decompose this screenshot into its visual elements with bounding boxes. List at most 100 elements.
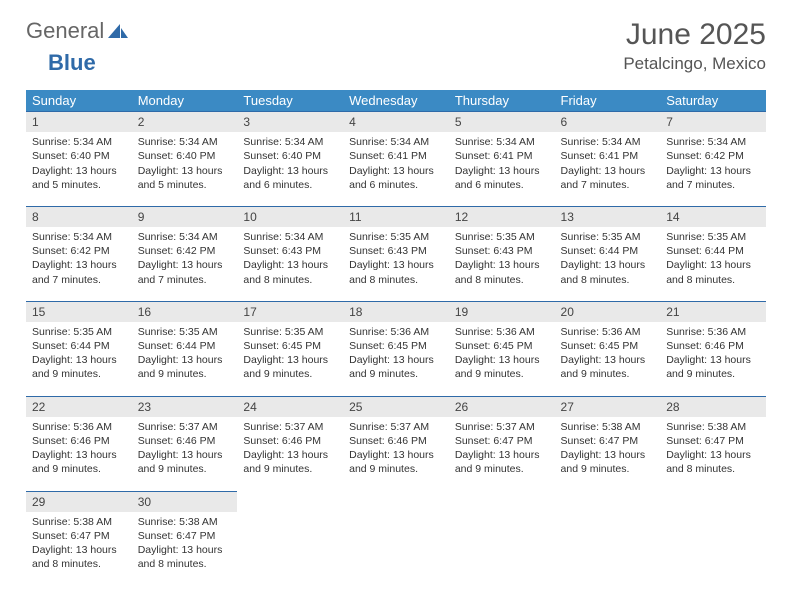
sunrise-text: Sunrise: 5:36 AM bbox=[666, 325, 760, 339]
calendar-day: 28Sunrise: 5:38 AMSunset: 6:47 PMDayligh… bbox=[660, 396, 766, 485]
page: General June 2025 Petalcingo, Mexico Blu… bbox=[0, 0, 792, 597]
sunrise-text: Sunrise: 5:34 AM bbox=[455, 135, 549, 149]
daylight-text: and 6 minutes. bbox=[455, 178, 549, 192]
calendar-day: 21Sunrise: 5:36 AMSunset: 6:46 PMDayligh… bbox=[660, 301, 766, 390]
daylight-text: Daylight: 13 hours bbox=[455, 353, 549, 367]
day-number: 20 bbox=[555, 301, 661, 322]
sunrise-text: Sunrise: 5:35 AM bbox=[561, 230, 655, 244]
day-body: Sunrise: 5:34 AMSunset: 6:43 PMDaylight:… bbox=[237, 227, 343, 295]
sunrise-text: Sunrise: 5:38 AM bbox=[666, 420, 760, 434]
sunrise-text: Sunrise: 5:37 AM bbox=[138, 420, 232, 434]
logo-text-2: Blue bbox=[48, 50, 96, 75]
calendar-day: . bbox=[555, 491, 661, 580]
sunset-text: Sunset: 6:47 PM bbox=[138, 529, 232, 543]
day-number: 12 bbox=[449, 206, 555, 227]
day-body: Sunrise: 5:37 AMSunset: 6:47 PMDaylight:… bbox=[449, 417, 555, 485]
day-number: 16 bbox=[132, 301, 238, 322]
day-body: Sunrise: 5:36 AMSunset: 6:46 PMDaylight:… bbox=[660, 322, 766, 390]
day-body: Sunrise: 5:34 AMSunset: 6:42 PMDaylight:… bbox=[26, 227, 132, 295]
day-number: 18 bbox=[343, 301, 449, 322]
day-body: Sunrise: 5:35 AMSunset: 6:44 PMDaylight:… bbox=[26, 322, 132, 390]
calendar-day: 16Sunrise: 5:35 AMSunset: 6:44 PMDayligh… bbox=[132, 301, 238, 390]
sunset-text: Sunset: 6:41 PM bbox=[561, 149, 655, 163]
daylight-text: and 7 minutes. bbox=[561, 178, 655, 192]
sunrise-text: Sunrise: 5:35 AM bbox=[243, 325, 337, 339]
day-number: 17 bbox=[237, 301, 343, 322]
daylight-text: Daylight: 13 hours bbox=[666, 448, 760, 462]
day-body: Sunrise: 5:37 AMSunset: 6:46 PMDaylight:… bbox=[237, 417, 343, 485]
day-number: 10 bbox=[237, 206, 343, 227]
day-body: Sunrise: 5:34 AMSunset: 6:40 PMDaylight:… bbox=[132, 132, 238, 200]
daylight-text: and 9 minutes. bbox=[561, 462, 655, 476]
daylight-text: Daylight: 13 hours bbox=[349, 448, 443, 462]
daylight-text: Daylight: 13 hours bbox=[561, 448, 655, 462]
calendar-day: 25Sunrise: 5:37 AMSunset: 6:46 PMDayligh… bbox=[343, 396, 449, 485]
sunrise-text: Sunrise: 5:36 AM bbox=[349, 325, 443, 339]
sunrise-text: Sunrise: 5:38 AM bbox=[138, 515, 232, 529]
day-body: Sunrise: 5:37 AMSunset: 6:46 PMDaylight:… bbox=[343, 417, 449, 485]
calendar-day: 9Sunrise: 5:34 AMSunset: 6:42 PMDaylight… bbox=[132, 206, 238, 295]
sunrise-text: Sunrise: 5:34 AM bbox=[243, 230, 337, 244]
day-number: 14 bbox=[660, 206, 766, 227]
daylight-text: Daylight: 13 hours bbox=[138, 543, 232, 557]
day-body: Sunrise: 5:36 AMSunset: 6:46 PMDaylight:… bbox=[26, 417, 132, 485]
day-body: Sunrise: 5:36 AMSunset: 6:45 PMDaylight:… bbox=[555, 322, 661, 390]
sunset-text: Sunset: 6:41 PM bbox=[455, 149, 549, 163]
calendar-day: 2Sunrise: 5:34 AMSunset: 6:40 PMDaylight… bbox=[132, 111, 238, 200]
sunset-text: Sunset: 6:45 PM bbox=[455, 339, 549, 353]
day-number: 1 bbox=[26, 111, 132, 132]
calendar-day: . bbox=[343, 491, 449, 580]
daylight-text: and 9 minutes. bbox=[138, 462, 232, 476]
logo-sail-icon bbox=[108, 18, 128, 44]
calendar-day: . bbox=[660, 491, 766, 580]
sunset-text: Sunset: 6:46 PM bbox=[349, 434, 443, 448]
day-body: Sunrise: 5:35 AMSunset: 6:44 PMDaylight:… bbox=[555, 227, 661, 295]
day-body: Sunrise: 5:35 AMSunset: 6:44 PMDaylight:… bbox=[660, 227, 766, 295]
daylight-text: and 7 minutes. bbox=[666, 178, 760, 192]
daylight-text: Daylight: 13 hours bbox=[32, 258, 126, 272]
calendar-day: 23Sunrise: 5:37 AMSunset: 6:46 PMDayligh… bbox=[132, 396, 238, 485]
daylight-text: Daylight: 13 hours bbox=[349, 258, 443, 272]
sunrise-text: Sunrise: 5:34 AM bbox=[32, 135, 126, 149]
day-number: 28 bbox=[660, 396, 766, 417]
weekday-header: Saturday bbox=[660, 90, 766, 111]
day-number: 13 bbox=[555, 206, 661, 227]
daylight-text: and 9 minutes. bbox=[666, 367, 760, 381]
daylight-text: and 5 minutes. bbox=[32, 178, 126, 192]
sunset-text: Sunset: 6:47 PM bbox=[666, 434, 760, 448]
daylight-text: and 8 minutes. bbox=[666, 462, 760, 476]
day-body: Sunrise: 5:34 AMSunset: 6:40 PMDaylight:… bbox=[237, 132, 343, 200]
calendar-table: Sunday Monday Tuesday Wednesday Thursday… bbox=[26, 90, 766, 579]
calendar-day: 17Sunrise: 5:35 AMSunset: 6:45 PMDayligh… bbox=[237, 301, 343, 390]
sunrise-text: Sunrise: 5:34 AM bbox=[138, 230, 232, 244]
day-number: 15 bbox=[26, 301, 132, 322]
day-number: 6 bbox=[555, 111, 661, 132]
daylight-text: and 8 minutes. bbox=[138, 557, 232, 571]
sunset-text: Sunset: 6:43 PM bbox=[455, 244, 549, 258]
day-body: Sunrise: 5:37 AMSunset: 6:46 PMDaylight:… bbox=[132, 417, 238, 485]
calendar-day: 27Sunrise: 5:38 AMSunset: 6:47 PMDayligh… bbox=[555, 396, 661, 485]
sunset-text: Sunset: 6:46 PM bbox=[666, 339, 760, 353]
sunset-text: Sunset: 6:43 PM bbox=[349, 244, 443, 258]
day-body: Sunrise: 5:38 AMSunset: 6:47 PMDaylight:… bbox=[26, 512, 132, 580]
day-body: Sunrise: 5:36 AMSunset: 6:45 PMDaylight:… bbox=[343, 322, 449, 390]
day-body: Sunrise: 5:34 AMSunset: 6:41 PMDaylight:… bbox=[449, 132, 555, 200]
calendar-day: . bbox=[237, 491, 343, 580]
sunrise-text: Sunrise: 5:34 AM bbox=[138, 135, 232, 149]
sunrise-text: Sunrise: 5:37 AM bbox=[455, 420, 549, 434]
calendar-day: 24Sunrise: 5:37 AMSunset: 6:46 PMDayligh… bbox=[237, 396, 343, 485]
sunrise-text: Sunrise: 5:35 AM bbox=[349, 230, 443, 244]
sunrise-text: Sunrise: 5:38 AM bbox=[561, 420, 655, 434]
day-body: Sunrise: 5:38 AMSunset: 6:47 PMDaylight:… bbox=[660, 417, 766, 485]
sunrise-text: Sunrise: 5:34 AM bbox=[243, 135, 337, 149]
daylight-text: Daylight: 13 hours bbox=[138, 353, 232, 367]
weekday-header: Tuesday bbox=[237, 90, 343, 111]
daylight-text: Daylight: 13 hours bbox=[666, 258, 760, 272]
daylight-text: Daylight: 13 hours bbox=[666, 164, 760, 178]
sunrise-text: Sunrise: 5:37 AM bbox=[349, 420, 443, 434]
daylight-text: Daylight: 13 hours bbox=[138, 448, 232, 462]
day-number: 3 bbox=[237, 111, 343, 132]
sunrise-text: Sunrise: 5:35 AM bbox=[138, 325, 232, 339]
day-number: 2 bbox=[132, 111, 238, 132]
daylight-text: and 9 minutes. bbox=[243, 367, 337, 381]
